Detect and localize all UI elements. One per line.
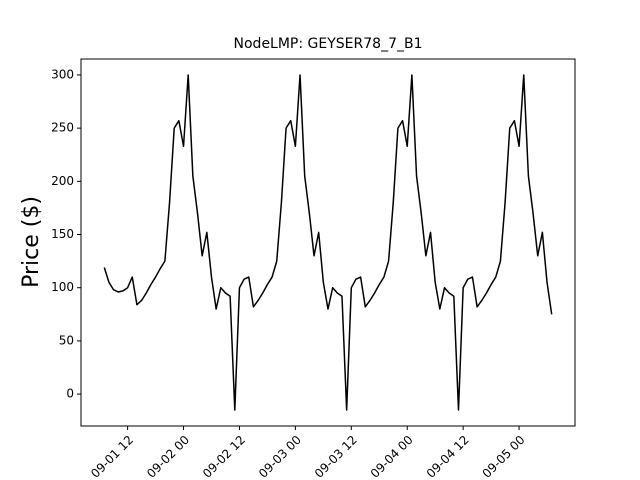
y-tick-label: 150 xyxy=(51,227,74,241)
plot-frame xyxy=(80,58,576,427)
y-tick-label: 300 xyxy=(51,67,74,81)
y-tick-label: 50 xyxy=(59,333,74,347)
chart-title: NodeLMP: GEYSER78_7_B1 xyxy=(234,36,423,52)
y-tick-label: 200 xyxy=(51,174,74,188)
y-tick-label: 100 xyxy=(51,280,74,294)
price-line xyxy=(103,74,553,411)
y-tick-label: 0 xyxy=(66,387,74,401)
y-tick-label: 250 xyxy=(51,121,74,135)
y-axis-label: Price ($) xyxy=(19,196,44,288)
